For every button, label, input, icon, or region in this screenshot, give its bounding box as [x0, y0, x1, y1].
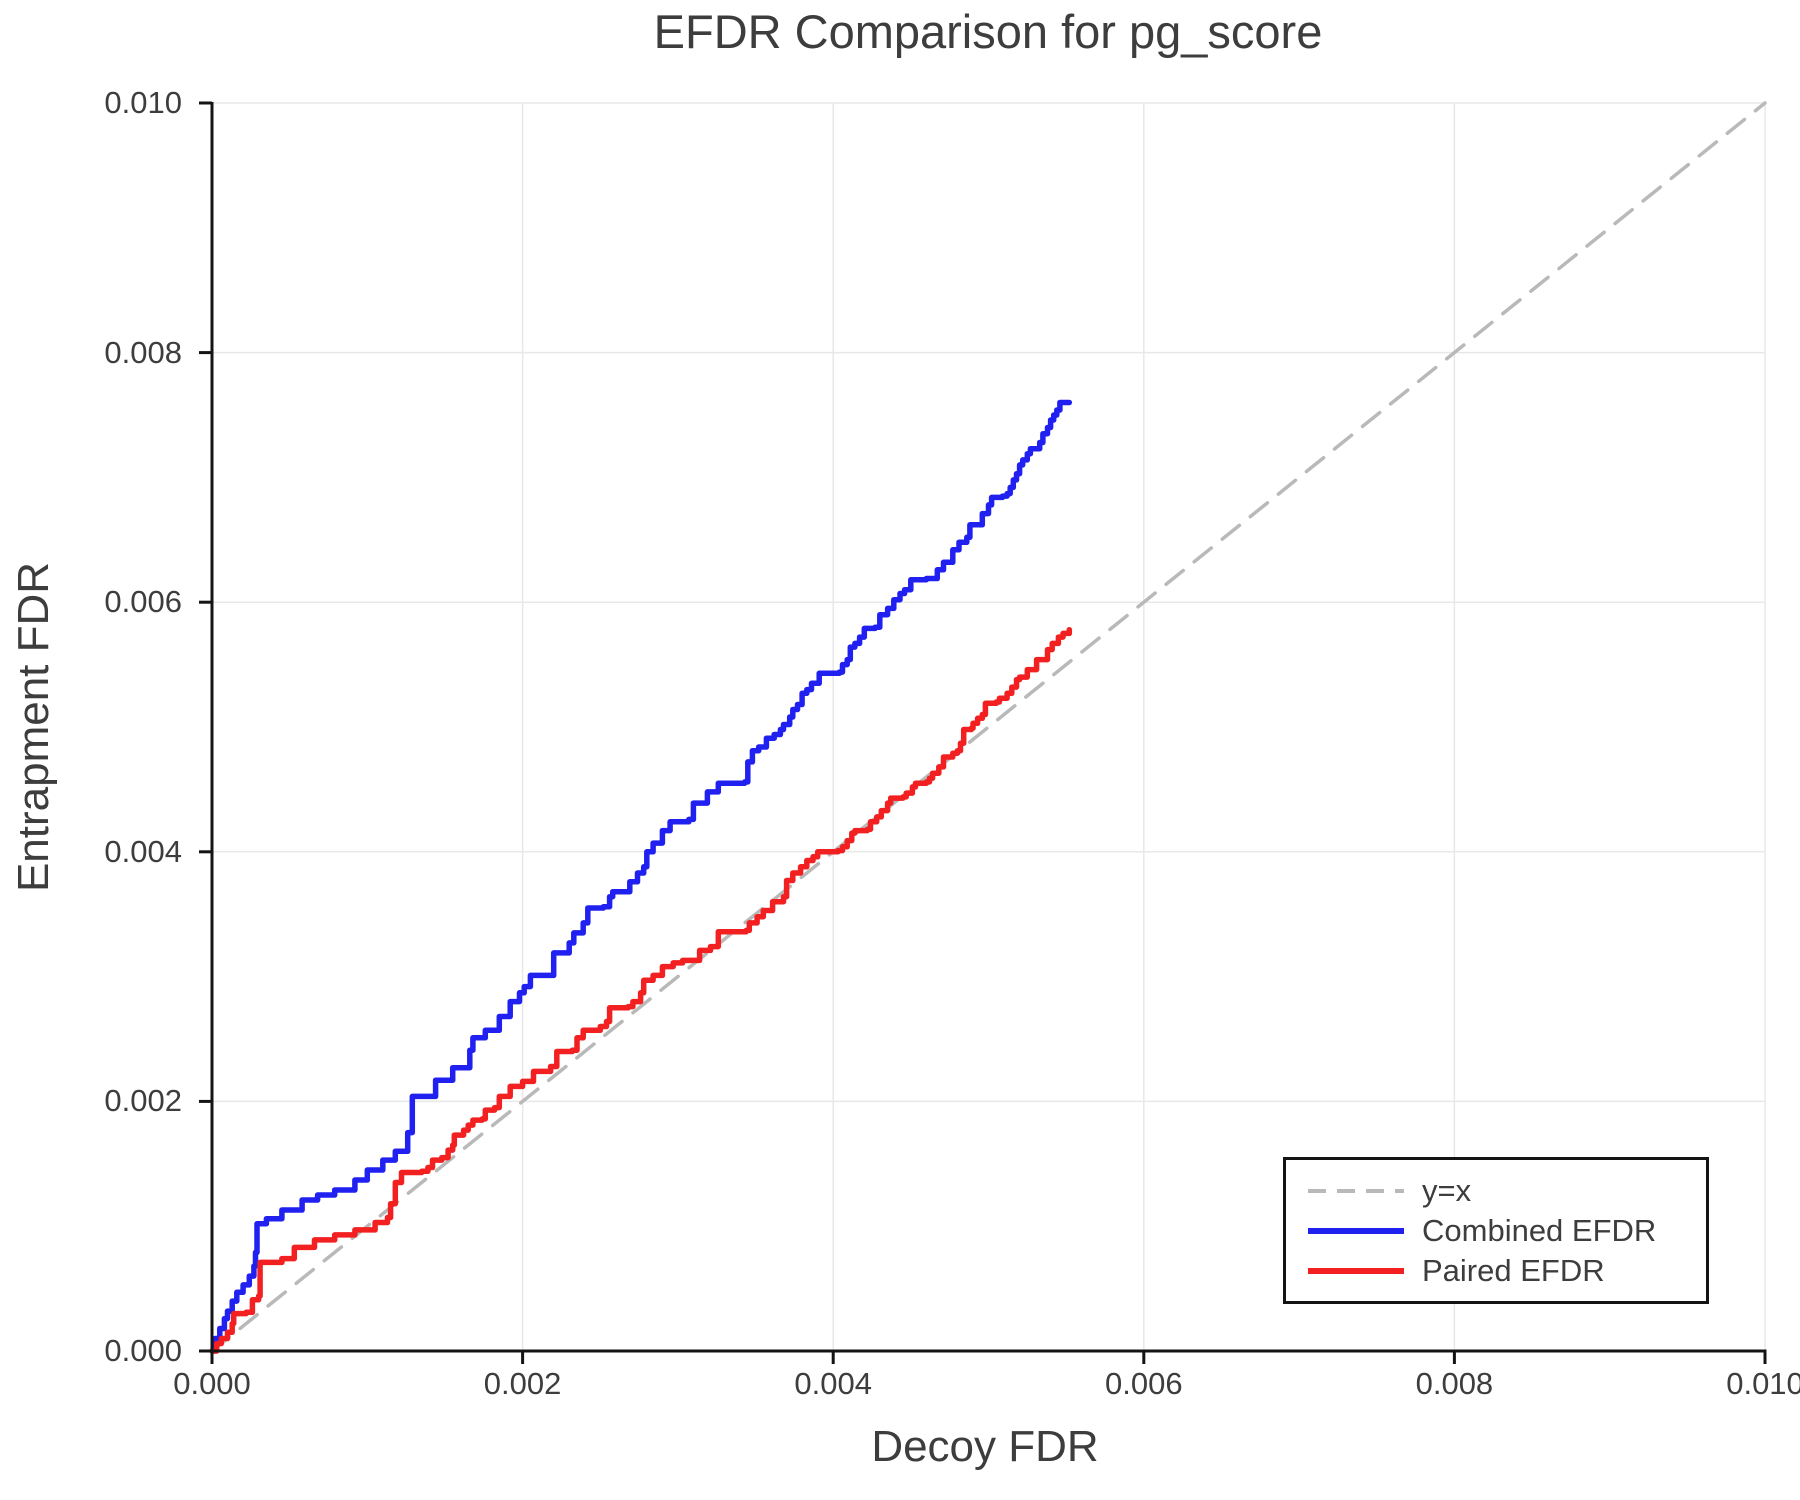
y-tick-label: 0.002	[104, 1083, 182, 1119]
x-tick-label: 0.000	[173, 1366, 251, 1401]
x-tick-label: 0.008	[1415, 1366, 1494, 1401]
legend: y=x Combined EFDR Paired EFDR	[1283, 1157, 1709, 1304]
y-tick-label: 0.000	[104, 1333, 182, 1368]
x-tick-label: 0.004	[794, 1366, 872, 1401]
legend-row-paired: Paired EFDR	[1306, 1251, 1706, 1291]
legend-label-yx: y=x	[1422, 1172, 1472, 1208]
legend-label-combined: Combined EFDR	[1422, 1212, 1657, 1248]
y-tick-label: 0.008	[104, 334, 182, 370]
legend-label-paired: Paired EFDR	[1422, 1252, 1605, 1288]
legend-row-combined: Combined EFDR	[1306, 1211, 1706, 1251]
x-tick-label: 0.002	[483, 1366, 562, 1401]
y-axis-label: Entrapment FDR	[9, 561, 58, 893]
combined-efdr-line-sample	[1308, 1227, 1404, 1234]
chart-title: EFDR Comparison for pg_score	[653, 5, 1323, 58]
legend-row-yx: y=x	[1306, 1171, 1706, 1211]
y-x-line	[210, 101, 1767, 1353]
x-tick-label: 0.006	[1105, 1366, 1183, 1401]
y-tick-label: 0.006	[104, 584, 182, 620]
combined-efdr-line	[209, 399, 1073, 1354]
y-tick-label: 0.004	[104, 833, 182, 869]
y-tick-label: 0.010	[104, 85, 182, 120]
yx-line-sample	[1308, 1188, 1404, 1193]
paired-efdr-line-sample	[1308, 1267, 1404, 1274]
x-axis-label: Decoy FDR	[871, 1422, 1099, 1471]
paired-efdr-line	[209, 626, 1073, 1354]
x-tick-label: 0.010	[1726, 1366, 1800, 1401]
